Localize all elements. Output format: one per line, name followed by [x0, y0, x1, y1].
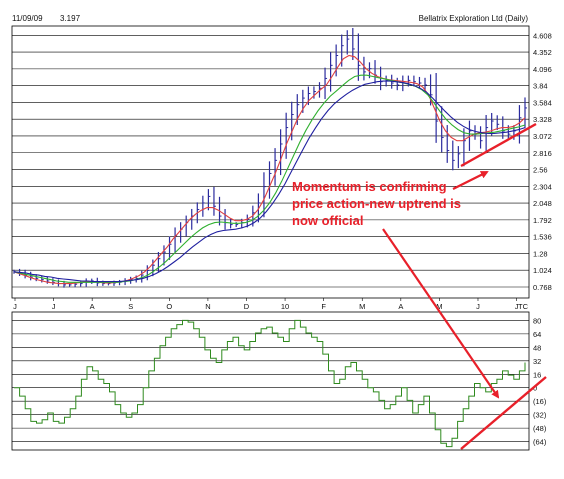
ma-medium-line — [13, 74, 526, 283]
price-y-tick-label: 1.792 — [533, 216, 552, 225]
ma-long-line — [13, 80, 526, 283]
momentum-grid — [11, 311, 530, 451]
annotation-line-2: price action-new uptrend is — [292, 196, 461, 211]
annotation-line-3: now official — [292, 213, 364, 228]
x-tick-label: M — [359, 302, 365, 311]
momentum-y-tick-label: 64 — [533, 330, 541, 339]
price-grid — [11, 25, 530, 299]
price-y-tick-label: 4.608 — [533, 31, 552, 40]
x-tick-label: J — [515, 302, 519, 311]
x-tick-label: D — [244, 302, 250, 311]
price-y-tick-label: 3.584 — [533, 98, 552, 107]
price-y-tick-label: 4.352 — [533, 48, 552, 57]
price-y-tick-label: 1.024 — [533, 266, 552, 275]
price-y-tick-label: 2.816 — [533, 149, 552, 158]
momentum-y-tick-label: 32 — [533, 357, 541, 366]
x-tick-label: S — [128, 302, 133, 311]
price-panel-frame — [11, 25, 530, 299]
moving-averages — [13, 54, 526, 285]
header-price: 3.197 — [60, 14, 81, 23]
annotation-line-1: Momentum is confirming — [292, 179, 447, 194]
momentum-y-tick-label: (48) — [533, 424, 547, 433]
momentum-panel-frame — [11, 311, 530, 451]
momentum-line — [14, 319, 526, 448]
momentum-y-tick-label: 48 — [533, 343, 541, 352]
momentum-y-tick-label: 80 — [533, 316, 541, 325]
momentum-series — [14, 319, 526, 448]
momentum-trendline — [460, 376, 547, 450]
momentum-y-tick-label: 16 — [533, 370, 541, 379]
momentum-arrow — [382, 228, 500, 399]
momentum-y-tick-label: (16) — [533, 397, 547, 406]
x-right-label: TC — [518, 302, 529, 311]
x-tick-label: J — [476, 302, 480, 311]
price-y-tick-label: 4.096 — [533, 65, 552, 74]
price-y-tick-label: 0.768 — [533, 283, 552, 292]
price-y-tick-label: 1.28 — [533, 249, 548, 258]
x-tick-label: M — [436, 302, 442, 311]
x-tick-label: A — [398, 302, 403, 311]
price-y-tick-label: 3.84 — [533, 82, 548, 91]
x-tick-label: A — [90, 302, 95, 311]
x-tick-label: J — [13, 302, 17, 311]
price-arrow — [452, 171, 489, 190]
price-bars — [13, 28, 527, 288]
annotation-overlay — [382, 122, 547, 450]
x-tick-label: 10 — [281, 302, 289, 311]
price-y-tick-label: 3.328 — [533, 115, 552, 124]
price-y-tick-label: 2.56 — [533, 166, 548, 175]
price-y-tick-label: 1.536 — [533, 233, 552, 242]
momentum-y-tick-label: 0 — [533, 384, 537, 393]
x-tick-label: J — [52, 302, 56, 311]
price-y-tick-label: 2.048 — [533, 199, 552, 208]
x-tick-label: F — [321, 302, 326, 311]
axis-labels: 4.608 4.352 4.096 3.84 3.584 3.328 3.072 2.816 2… — [13, 31, 552, 446]
x-tick-label: O — [166, 302, 172, 311]
price-y-tick-label: 3.072 — [533, 132, 552, 141]
momentum-y-tick-label: (32) — [533, 411, 547, 420]
price-y-tick-label: 2.304 — [533, 182, 552, 191]
header-title: Bellatrix Exploration Ltd (Daily) — [419, 14, 529, 23]
x-tick-label: N — [205, 302, 210, 311]
header-date: 11/09/09 — [12, 14, 43, 23]
momentum-y-tick-label: (64) — [533, 438, 547, 447]
price-trendline — [460, 122, 537, 168]
